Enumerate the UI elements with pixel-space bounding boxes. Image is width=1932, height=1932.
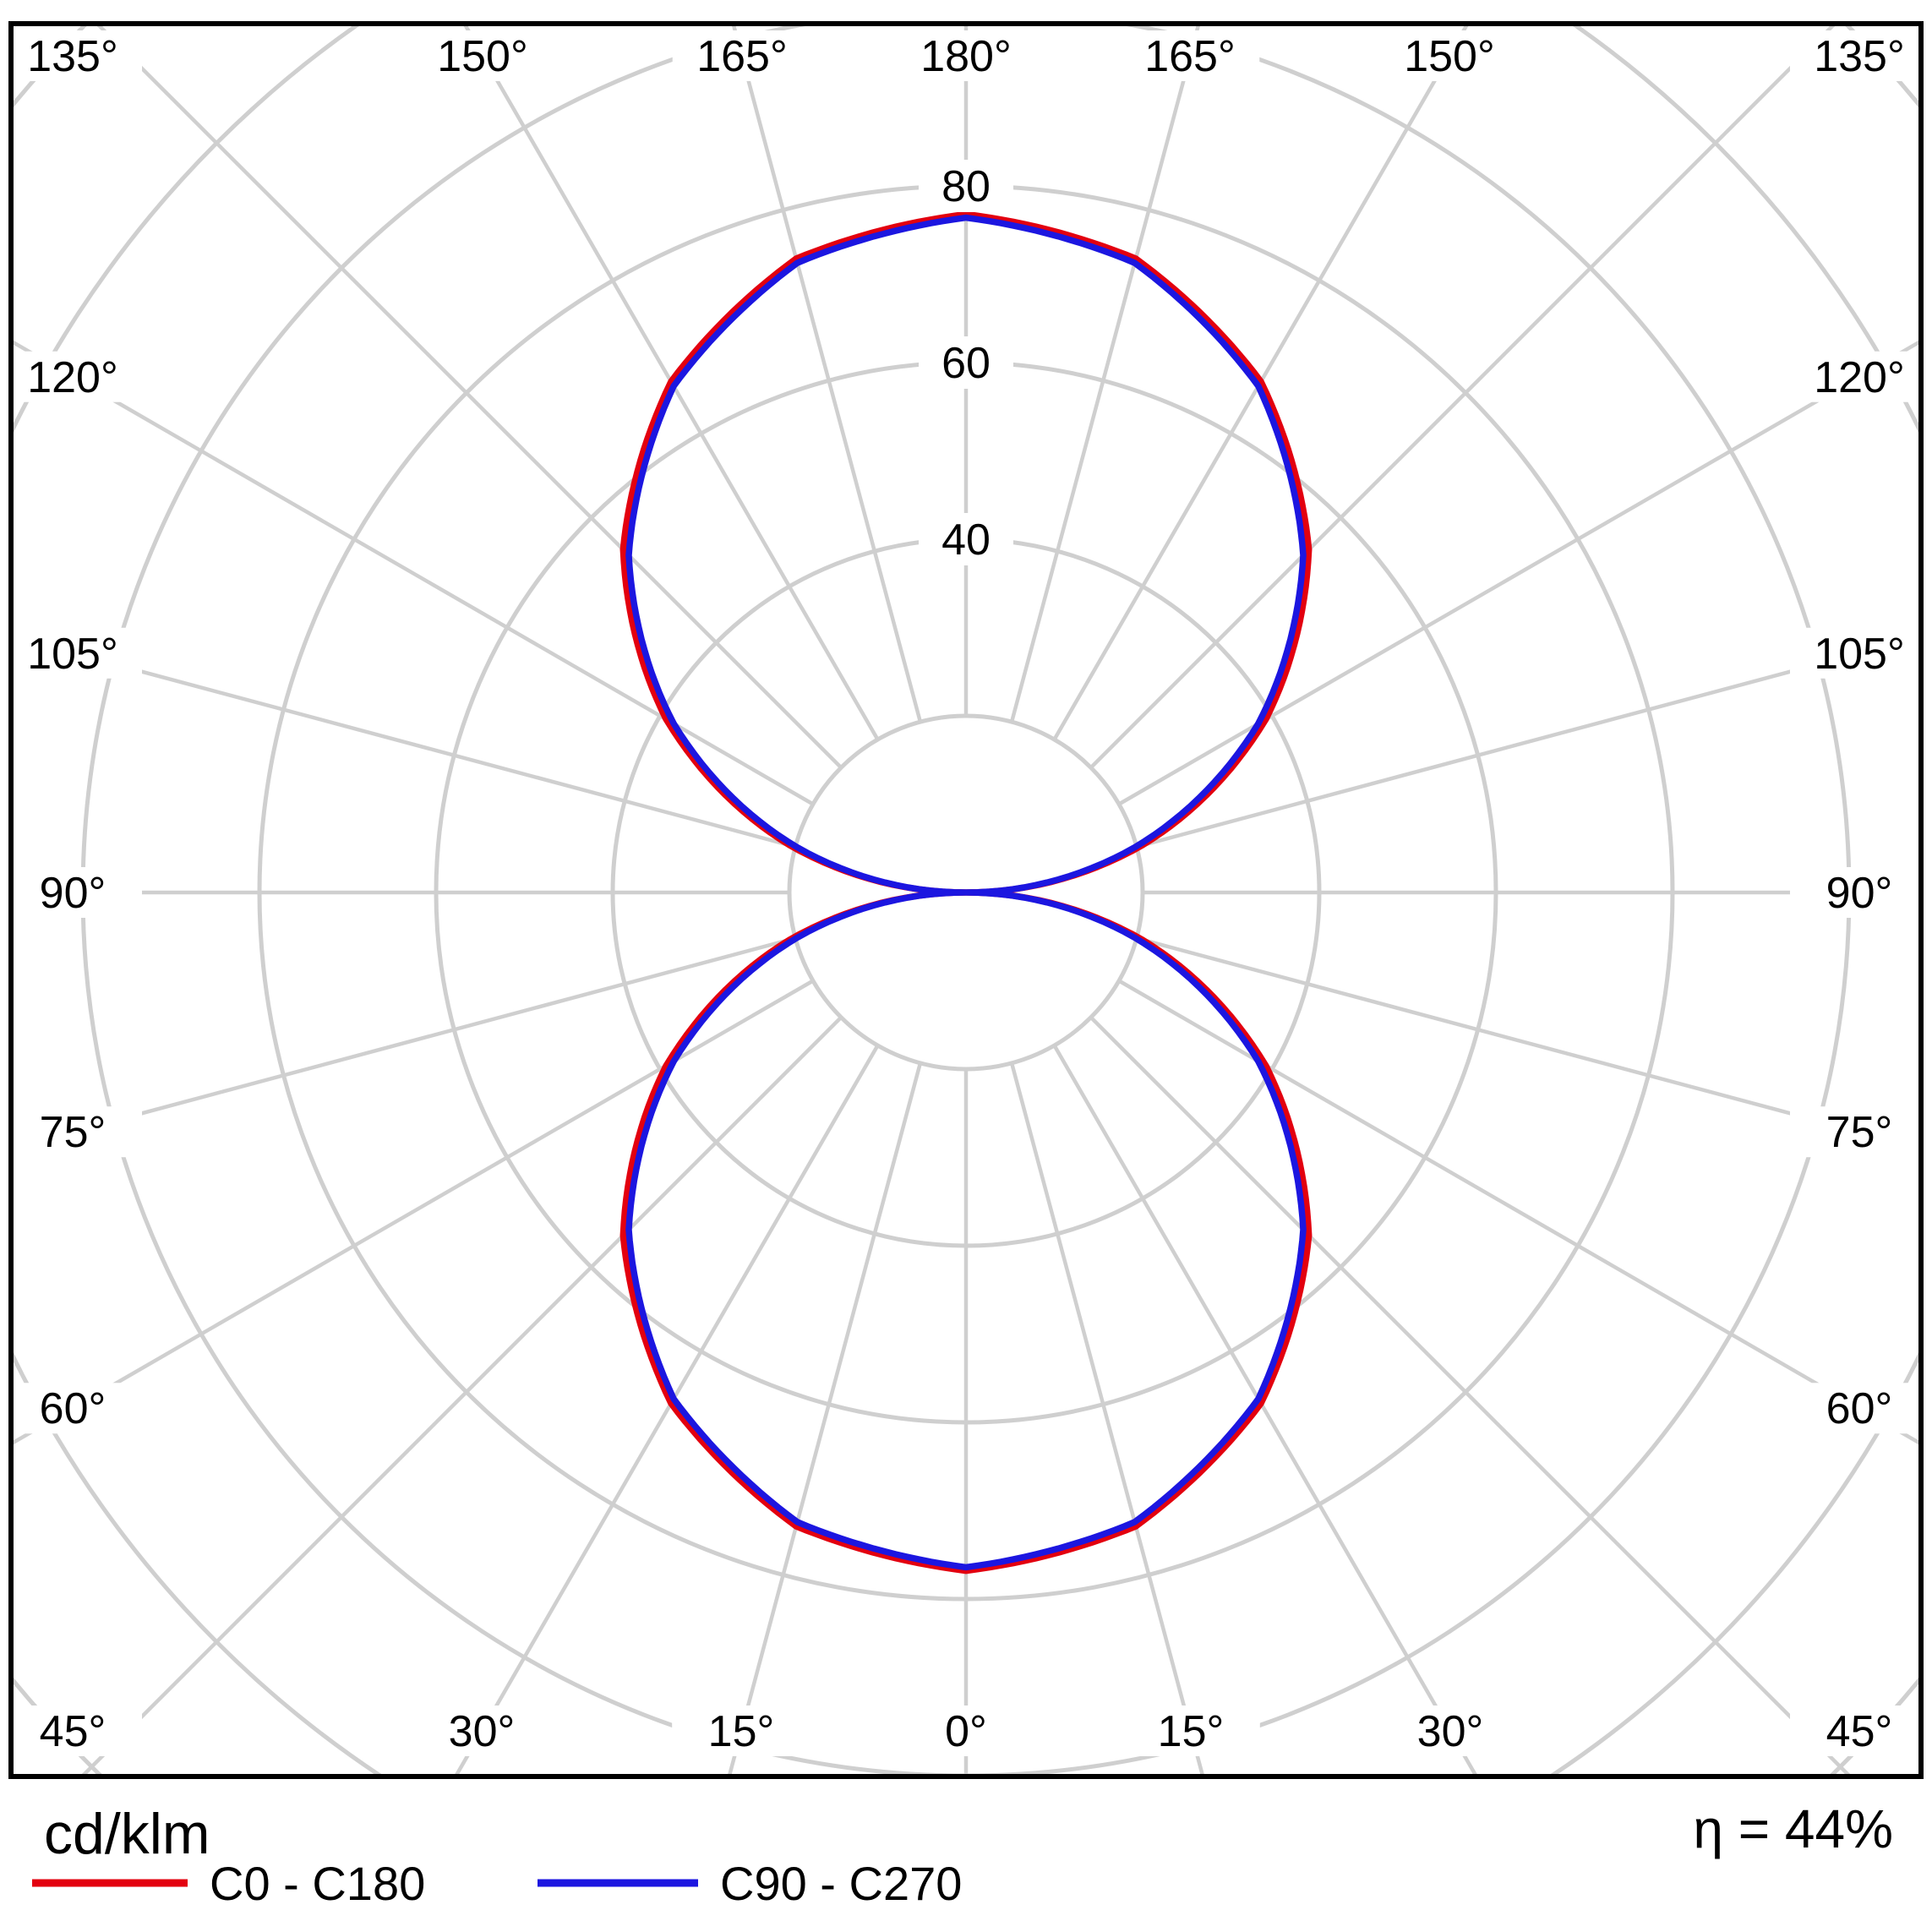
ring-label-gap bbox=[919, 160, 1013, 212]
grid-spoke-330 bbox=[455, 1044, 880, 1774]
angle-label-gap bbox=[1379, 30, 1519, 81]
angle-label-15-r: 15° bbox=[1158, 1707, 1225, 1756]
efficiency-label: η = 44% bbox=[1693, 1798, 1893, 1859]
angle-label-90-r: 90° bbox=[1826, 869, 1893, 918]
angle-label-30-l: 30° bbox=[449, 1707, 516, 1756]
unit-label: cd/klm bbox=[44, 1802, 210, 1866]
curve-C0-C180 bbox=[619, 210, 1313, 1575]
grid-spoke-75 bbox=[1136, 936, 1918, 1150]
grid-spoke-150 bbox=[1052, 26, 1469, 741]
ring-label-40: 40 bbox=[941, 516, 991, 565]
angle-label-gap bbox=[3, 1706, 142, 1756]
grid-spoke-15 bbox=[1009, 1062, 1204, 1774]
angle-label-gap bbox=[1380, 1706, 1520, 1756]
angle-label-30-r: 30° bbox=[1417, 1707, 1484, 1756]
angle-label-120-r: 120° bbox=[1814, 353, 1905, 402]
grid-spoke-225 bbox=[96, 26, 843, 769]
angle-label-135-r: 135° bbox=[1814, 32, 1905, 81]
plot-border bbox=[8, 21, 1924, 1779]
angle-label-gap bbox=[3, 627, 142, 679]
angle-label-gap bbox=[1790, 1106, 1929, 1158]
grid-spoke-210 bbox=[463, 26, 880, 741]
grid-spoke-165 bbox=[1009, 26, 1200, 723]
grid-spoke-315 bbox=[81, 1016, 843, 1774]
angle-label-gap bbox=[1790, 627, 1929, 679]
angle-label-gap bbox=[1790, 867, 1929, 918]
legend: C0 - C180 C90 - C270 bbox=[32, 1857, 962, 1910]
angle-label-gap bbox=[897, 1706, 1035, 1756]
grid-spoke-195 bbox=[732, 26, 923, 723]
angle-label-gap bbox=[672, 1706, 811, 1756]
ring-label-60: 60 bbox=[941, 339, 991, 388]
angle-label-45-l: 45° bbox=[40, 1707, 106, 1756]
grid-spoke-345 bbox=[728, 1062, 923, 1774]
angle-label-gap bbox=[3, 1383, 142, 1434]
angle-label-gap bbox=[672, 30, 811, 81]
angle-label-gap bbox=[897, 30, 1035, 81]
angle-labels: 0° 15° 30° 45° 60° 75° 90° 105° 120° 135° 150° 165°… bbox=[3, 30, 1929, 1756]
angle-label-105-l: 105° bbox=[27, 630, 118, 679]
angle-label-150-l: 150° bbox=[437, 32, 528, 81]
angle-label-gap bbox=[1121, 30, 1260, 81]
grid-spoke-45 bbox=[1089, 1016, 1851, 1774]
angle-label-gap bbox=[1790, 1706, 1929, 1756]
angle-label-15-l: 15° bbox=[708, 1707, 775, 1756]
ring-value-labels: 40 60 80 bbox=[919, 160, 1013, 565]
grid-spoke-255 bbox=[14, 635, 796, 849]
angle-label-gap bbox=[1790, 351, 1929, 402]
angle-label-135-l: 135° bbox=[27, 32, 118, 81]
grid-spoke-30 bbox=[1052, 1044, 1477, 1774]
angle-label-gap bbox=[3, 30, 142, 81]
ring-label-gap bbox=[919, 513, 1013, 565]
angle-label-180-r: 180° bbox=[920, 32, 1012, 81]
angle-label-gap bbox=[3, 1106, 142, 1158]
angle-label-165-r: 165° bbox=[1144, 32, 1236, 81]
angle-label-gap bbox=[1790, 30, 1929, 81]
angle-label-gap bbox=[413, 30, 553, 81]
angle-label-75-r: 75° bbox=[1826, 1108, 1893, 1157]
legend-label-c90-c270: C90 - C270 bbox=[720, 1857, 962, 1910]
angle-label-60-r: 60° bbox=[1826, 1384, 1893, 1433]
angle-label-120-l: 120° bbox=[27, 353, 118, 402]
angle-label-gap bbox=[1790, 1383, 1929, 1434]
ring-label-80: 80 bbox=[941, 162, 991, 211]
grid-spoke-120 bbox=[1117, 340, 1918, 806]
grid-spoke-60 bbox=[1117, 979, 1918, 1445]
grid-spoke-285 bbox=[14, 936, 796, 1150]
angle-label-gap bbox=[3, 351, 142, 402]
angle-label-60-l: 60° bbox=[40, 1384, 106, 1433]
angle-label-165-l: 165° bbox=[696, 32, 788, 81]
angle-label-gap bbox=[3, 867, 142, 918]
angle-label-0-r: 0° bbox=[945, 1707, 987, 1756]
intensity-curves bbox=[619, 210, 1313, 1575]
curve-C90-C270 bbox=[625, 214, 1307, 1571]
angle-label-90-l: 90° bbox=[40, 869, 106, 918]
angle-label-45-r: 45° bbox=[1826, 1707, 1893, 1756]
grid-spoke-135 bbox=[1089, 26, 1836, 769]
grid-spoke-105 bbox=[1136, 635, 1918, 849]
grid-spoke-300 bbox=[14, 979, 815, 1445]
angle-label-150-r: 150° bbox=[1404, 32, 1495, 81]
legend-label-c0-c180: C0 - C180 bbox=[210, 1857, 425, 1910]
angle-label-gap bbox=[412, 1706, 552, 1756]
ring-label-gap bbox=[919, 336, 1013, 389]
angle-label-75-l: 75° bbox=[40, 1108, 106, 1157]
grid-spoke-240 bbox=[14, 340, 815, 806]
angle-label-105-r: 105° bbox=[1814, 630, 1905, 679]
angle-label-gap bbox=[1121, 1706, 1260, 1756]
